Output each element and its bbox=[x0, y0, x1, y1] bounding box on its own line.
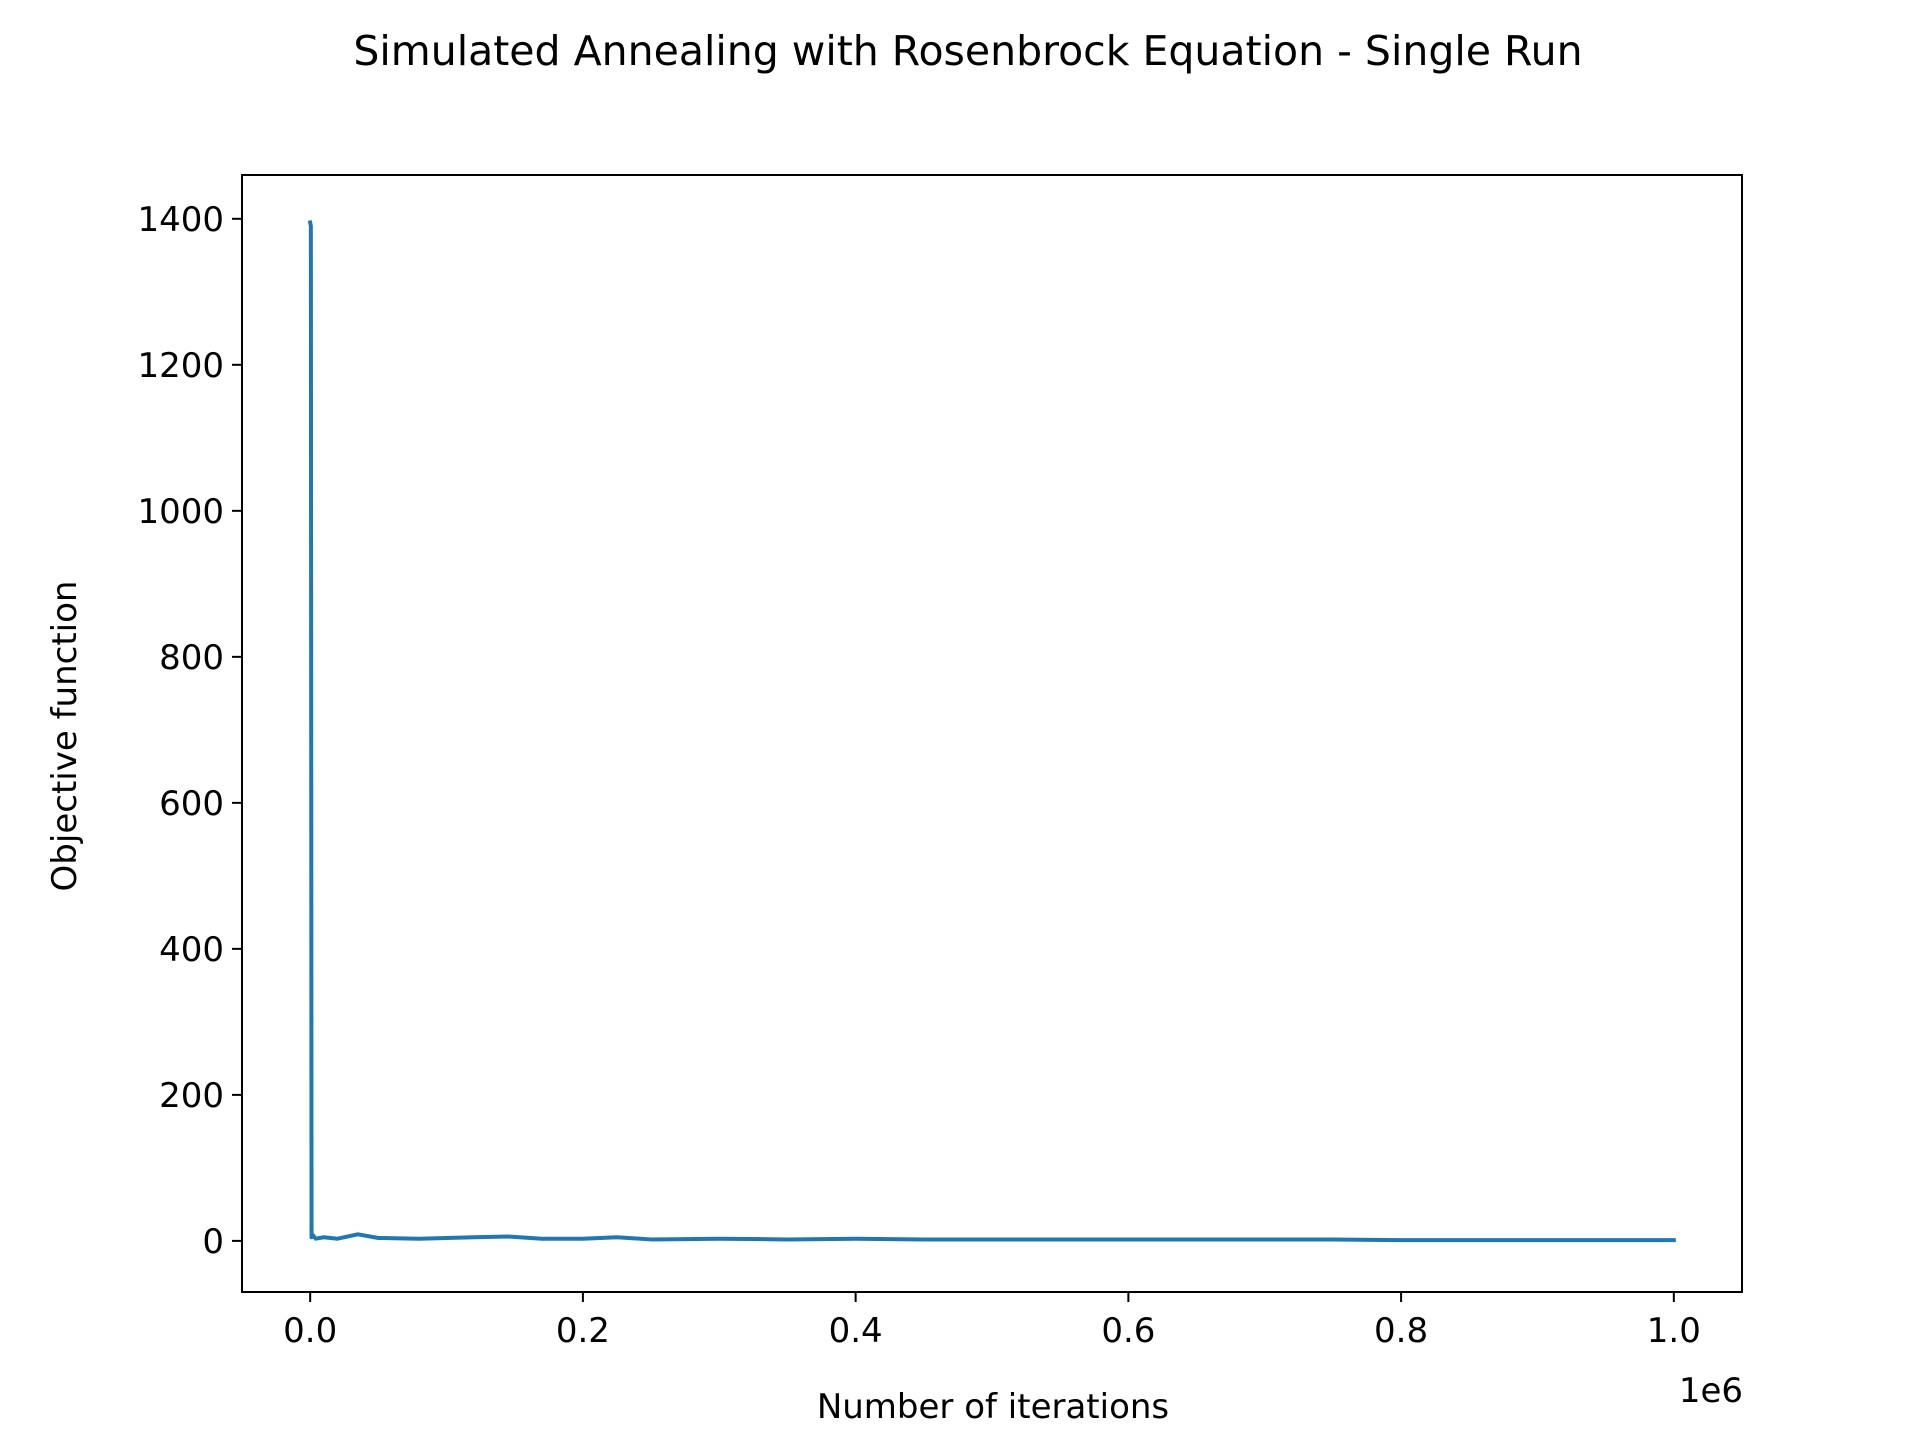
axes: 0.0 0.2 0.4 0.6 0.8 1.0 0 200 400 600 800 1000 1200 1… bbox=[137, 174, 1743, 1351]
chart-title: Simulated Annealing with Rosenbrock Equa… bbox=[353, 27, 1582, 75]
y-axis-title: Objective function bbox=[45, 581, 85, 892]
x-tick-label: 0.2 bbox=[556, 1311, 610, 1351]
plot-area bbox=[307, 220, 1676, 1243]
y-tick-label: 600 bbox=[159, 784, 224, 824]
x-tick-label: 0.8 bbox=[1374, 1311, 1428, 1351]
y-tick-label: 0 bbox=[202, 1222, 224, 1262]
x-tick-label: 0.6 bbox=[1101, 1311, 1155, 1351]
x-axis-title: Number of iterations bbox=[817, 1387, 1169, 1427]
y-tick-label: 200 bbox=[159, 1076, 224, 1116]
x-tick-label: 0.4 bbox=[829, 1311, 883, 1351]
y-tick-label: 800 bbox=[159, 638, 224, 678]
y-tick-label: 1400 bbox=[137, 200, 224, 240]
y-tick-label: 1200 bbox=[137, 346, 224, 386]
x-tick-label: 0.0 bbox=[283, 1311, 337, 1351]
x-tick-label: 1.0 bbox=[1647, 1311, 1701, 1351]
x-axis-offset-label: 1e6 bbox=[1679, 1371, 1743, 1411]
plot-frame bbox=[241, 174, 1743, 1293]
y-tick-label: 1000 bbox=[137, 492, 224, 532]
y-tick-label: 400 bbox=[159, 930, 224, 970]
series-line-0 bbox=[307, 220, 1676, 1243]
